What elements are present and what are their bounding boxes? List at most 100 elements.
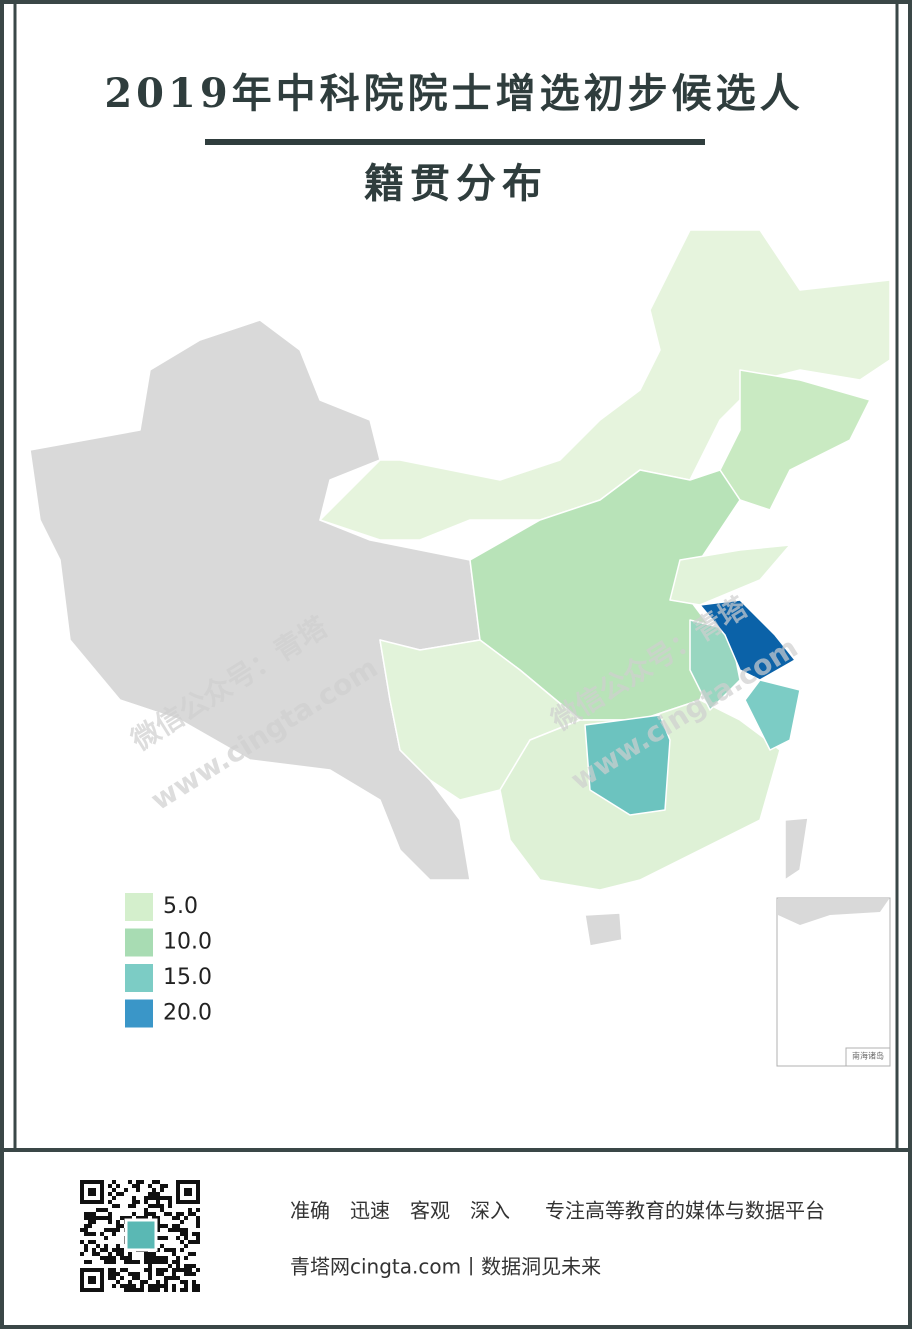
- qr-cell: [164, 1224, 168, 1228]
- qr-cell: [152, 1196, 156, 1200]
- qr-cell: [124, 1216, 128, 1220]
- qr-cell: [140, 1280, 144, 1284]
- qr-cell: [160, 1196, 164, 1200]
- qr-cell: [88, 1240, 92, 1244]
- qr-cell: [132, 1288, 136, 1292]
- qr-cell: [148, 1256, 152, 1260]
- qr-cell: [160, 1260, 164, 1264]
- qr-cell: [92, 1248, 96, 1252]
- qr-cell: [160, 1224, 164, 1228]
- qr-cell: [112, 1284, 116, 1288]
- qr-cell: [100, 1248, 104, 1252]
- inset-frame: [776, 897, 891, 1067]
- qr-cell: [120, 1248, 124, 1252]
- qr-cell: [160, 1272, 164, 1276]
- qr-cell: [148, 1252, 152, 1256]
- qr-cell: [176, 1260, 180, 1264]
- qr-cell: [172, 1228, 176, 1232]
- qr-cell: [160, 1184, 164, 1188]
- inset-label: 南海诸岛: [852, 1051, 884, 1061]
- qr-cell: [144, 1256, 148, 1260]
- qr-cell: [84, 1224, 88, 1228]
- footer-tagline: 专注高等教育的媒体与数据平台: [545, 1199, 825, 1223]
- qr-cell: [132, 1204, 136, 1208]
- qr-cell: [84, 1212, 88, 1216]
- qr-cell: [128, 1204, 132, 1208]
- qr-cell: [176, 1268, 180, 1272]
- qr-cell: [176, 1276, 180, 1280]
- qr-cell: [140, 1288, 144, 1292]
- qr-cell: [92, 1252, 96, 1256]
- qr-cell: [172, 1252, 176, 1256]
- qr-cell: [108, 1200, 112, 1204]
- qr-cell: [140, 1216, 144, 1220]
- qr-cell: [160, 1244, 164, 1248]
- qr-cell: [108, 1228, 112, 1232]
- qr-cell: [116, 1252, 120, 1256]
- qr-cell: [84, 1260, 88, 1264]
- qr-cell: [196, 1208, 200, 1212]
- qr-cell: [156, 1224, 160, 1228]
- qr-cell: [196, 1288, 200, 1292]
- qr-cell: [112, 1204, 116, 1208]
- qr-cell: [164, 1268, 168, 1272]
- qr-cell: [140, 1180, 144, 1184]
- qr-cell: [108, 1212, 112, 1216]
- qr-cell: [144, 1196, 148, 1200]
- qr-cell: [144, 1280, 148, 1284]
- qr-cell: [112, 1268, 116, 1272]
- qr-cell: [144, 1208, 148, 1212]
- qr-cell: [184, 1256, 188, 1260]
- qr-cell: [120, 1216, 124, 1220]
- qr-cell: [104, 1208, 108, 1212]
- qr-cell: [176, 1212, 180, 1216]
- qr-cell: [80, 1252, 84, 1256]
- qr-cell: [104, 1228, 108, 1232]
- qr-cell: [180, 1220, 184, 1224]
- qr-cell: [136, 1200, 140, 1204]
- qr-cell: [120, 1192, 124, 1196]
- qr-cell: [124, 1260, 128, 1264]
- qr-cell: [164, 1236, 168, 1240]
- qr-cell: [168, 1200, 172, 1204]
- qr-cell: [92, 1240, 96, 1244]
- qr-cell: [184, 1268, 188, 1272]
- qr-cell: [180, 1232, 184, 1236]
- qr-cell: [128, 1252, 132, 1256]
- qr-cell: [136, 1184, 140, 1188]
- region: [669, 544, 791, 606]
- qr-cell: [156, 1268, 160, 1272]
- legend-swatch: [125, 893, 153, 921]
- qr-cell: [156, 1236, 160, 1240]
- legend-swatch: [125, 928, 153, 957]
- legend-label: 15.0: [163, 965, 212, 990]
- qr-cell: [156, 1248, 160, 1252]
- qr-cell: [128, 1216, 132, 1220]
- title: 2019年中科院院士增选初步候选人: [104, 70, 803, 117]
- qr-cell: [136, 1272, 140, 1276]
- qr-cell: [188, 1240, 192, 1244]
- qr-cell: [180, 1280, 184, 1284]
- qr-cell: [144, 1268, 148, 1272]
- legend-label: 20.0: [163, 1001, 212, 1026]
- qr-cell: [108, 1256, 112, 1260]
- legend: 5.0 10.0 15.0 20.0: [125, 893, 212, 1028]
- qr-cell: [184, 1288, 188, 1292]
- qr-cell: [148, 1288, 152, 1292]
- qr-cell: [184, 1244, 188, 1248]
- qr-cell: [192, 1212, 196, 1216]
- qr-cell: [192, 1232, 196, 1236]
- qr-cell: [180, 1212, 184, 1216]
- qr-cell: [104, 1248, 108, 1252]
- qr-cell: [148, 1264, 152, 1268]
- qr-cell: [136, 1260, 140, 1264]
- qr-cell: [184, 1236, 188, 1240]
- qr-cell: [180, 1228, 184, 1232]
- qr-cell: [112, 1248, 116, 1252]
- qr-cell: [152, 1260, 156, 1264]
- qr-cell: [120, 1224, 124, 1228]
- qr-cell: [152, 1212, 156, 1216]
- qr-cell: [148, 1192, 152, 1196]
- qr-cell: [160, 1188, 164, 1192]
- qr-cell: [144, 1200, 148, 1204]
